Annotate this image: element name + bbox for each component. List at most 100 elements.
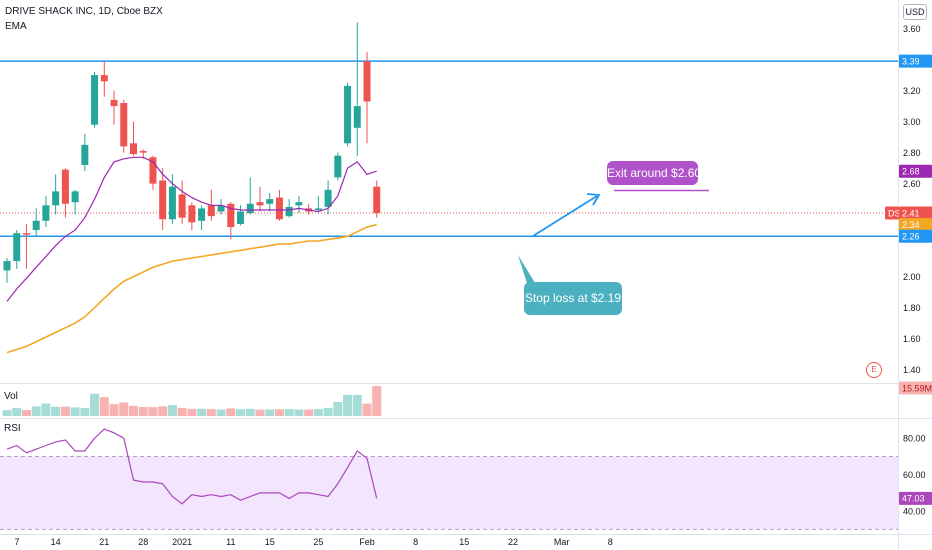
candle <box>42 196 50 227</box>
price-badge: 2.41 <box>902 208 920 218</box>
time-axis-label: 11 <box>226 537 235 547</box>
volume-bar <box>99 397 109 416</box>
volume-bar <box>216 409 226 416</box>
price-badge-bg <box>899 218 932 232</box>
rsi-tick-label: 40.00 <box>903 507 926 517</box>
currency-button[interactable]: USD <box>903 4 927 20</box>
time-axis-label: 8 <box>413 537 418 547</box>
target-arrow <box>532 195 598 237</box>
candle-body <box>129 143 137 155</box>
horizontal-levels[interactable] <box>0 60 898 238</box>
price-tick-label: 2.80 <box>903 148 921 158</box>
volume-bar <box>128 405 138 416</box>
volume-bar <box>2 410 12 416</box>
volume-bar <box>372 386 382 416</box>
candle-body <box>71 191 79 203</box>
price-tick-label: 2.00 <box>903 272 921 282</box>
volume-bar <box>284 409 294 416</box>
candle <box>344 82 352 147</box>
volume-pane-label: Vol <box>4 391 18 402</box>
price-badge: 2.34 <box>902 220 920 230</box>
candle-body <box>61 169 69 204</box>
candle <box>168 174 176 224</box>
candles <box>3 22 381 283</box>
candle-body <box>198 208 206 221</box>
volume-bar <box>294 409 304 416</box>
candle-body <box>266 199 274 204</box>
time-axis-label: Mar <box>554 537 570 547</box>
candle-body <box>159 180 167 220</box>
candle-body <box>22 233 30 235</box>
rsi-pane-label: RSI <box>4 423 21 434</box>
earnings-badge[interactable]: E <box>866 362 882 378</box>
volume-bar <box>148 407 158 416</box>
volume-bar <box>31 406 41 416</box>
candle-body <box>120 103 128 147</box>
time-axis-label: 8 <box>608 537 613 547</box>
price-badge-bg <box>899 229 932 243</box>
candle-body <box>149 157 157 184</box>
candle-body <box>168 186 176 220</box>
candle <box>22 223 30 269</box>
rsi-band <box>0 456 898 530</box>
symbol-title: DRIVE SHACK INC, 1D, Cboe BZX <box>5 6 163 17</box>
price-tick-label: 1.60 <box>903 334 921 344</box>
time-axis-label: 25 <box>313 537 323 547</box>
candle <box>100 61 108 97</box>
candle-body <box>81 144 89 165</box>
candle <box>353 22 361 156</box>
volume-bar <box>177 407 187 416</box>
candle <box>285 199 293 218</box>
target-arrow-head <box>586 193 601 206</box>
candle <box>334 152 342 181</box>
candle <box>295 196 303 214</box>
time-axis-label: 21 <box>99 537 109 547</box>
volume-bar <box>313 409 323 416</box>
candle-body <box>207 205 215 217</box>
volume-last-badge-bg <box>899 381 932 395</box>
candle-body <box>373 186 381 214</box>
volume-bar <box>158 406 168 416</box>
candle <box>256 186 264 212</box>
candle <box>237 205 245 226</box>
volume-bar <box>206 409 216 416</box>
indicator-label[interactable]: EMA <box>5 21 27 32</box>
volume-bar <box>245 408 255 416</box>
candle-body <box>344 85 352 144</box>
candle <box>246 177 254 215</box>
volume-last-badge: 15.59M <box>902 383 932 393</box>
symbol-price-badge: DS <box>888 208 901 218</box>
candle <box>71 189 79 215</box>
drawings[interactable] <box>518 189 709 284</box>
volume-bar <box>255 409 265 416</box>
exit-callout[interactable]: Exit around $2.60 <box>607 161 701 185</box>
candle-body <box>227 203 235 227</box>
symbol-price-badge-bg <box>885 206 899 220</box>
candle-body <box>314 208 322 210</box>
candle-body <box>363 61 371 102</box>
volume-bar <box>323 407 333 416</box>
price-badge: 2.26 <box>902 232 920 242</box>
candle <box>188 202 196 231</box>
time-axis-label: Feb <box>359 537 375 547</box>
volume-bar <box>60 406 70 416</box>
price-tick-label: 2.60 <box>903 179 921 189</box>
stop-loss-callout[interactable]: Stop loss at $2.19 <box>524 282 622 315</box>
candle-body <box>217 205 225 212</box>
candle-body <box>139 151 147 153</box>
candle-body <box>178 194 186 218</box>
candle <box>32 208 40 237</box>
candle <box>91 72 99 128</box>
candle <box>52 174 60 215</box>
time-axis-label: 14 <box>51 537 61 547</box>
candle-body <box>110 99 118 107</box>
candle <box>275 189 283 221</box>
price-tick-label: 3.00 <box>903 117 921 127</box>
price-badge-bg <box>899 164 932 178</box>
candle-body <box>285 206 293 217</box>
candle <box>198 205 206 231</box>
candle-body <box>188 205 196 223</box>
candle-body <box>91 75 99 125</box>
